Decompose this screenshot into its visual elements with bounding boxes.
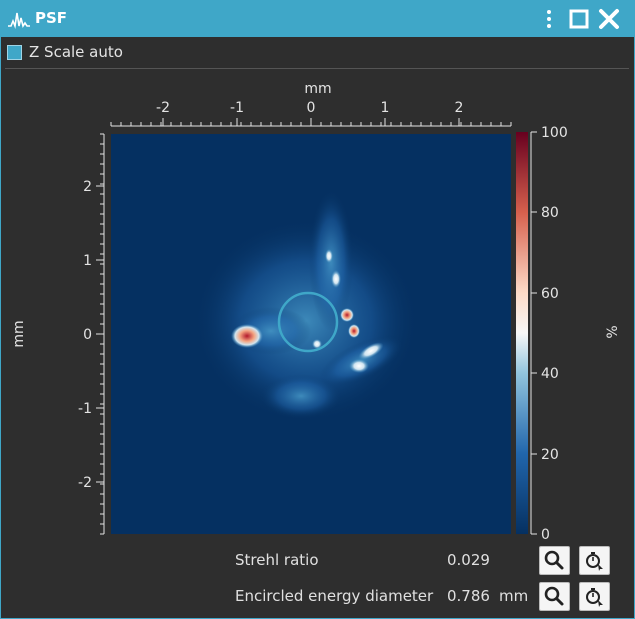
x-tick-label: 1 — [381, 100, 390, 116]
strehl-ratio-label: Strehl ratio — [235, 551, 319, 569]
y-tick-label: 1 — [83, 253, 92, 269]
colorbar — [516, 132, 528, 534]
y-tick-label: 2 — [83, 179, 92, 195]
x-tick-label: -2 — [156, 100, 170, 116]
colorbar-tick-label: 60 — [541, 286, 559, 302]
colorbar-unit-label: % — [605, 325, 621, 338]
colorbar-axis — [530, 131, 537, 535]
title-bar[interactable]: PSF — [1, 1, 634, 37]
strehl-pick-button[interactable] — [579, 546, 610, 575]
psf-icon — [8, 12, 30, 29]
colorbar-tick-label: 20 — [541, 447, 559, 463]
x-tick-label: -1 — [230, 100, 244, 116]
window-title: PSF — [35, 9, 68, 27]
stopwatch-pointer-icon — [586, 588, 603, 607]
colorbar-tick-label: 80 — [541, 205, 559, 221]
zscale-checkbox[interactable] — [7, 45, 22, 60]
y-axis-title: mm — [11, 320, 27, 347]
colorbar-tick-label: 40 — [541, 366, 559, 382]
magnifier-icon — [544, 550, 564, 570]
strehl-zoom-button[interactable] — [539, 546, 570, 575]
colorbar-tick-label: 100 — [541, 125, 568, 141]
y-tick-label: -1 — [78, 401, 92, 417]
close-icon[interactable] — [597, 7, 621, 31]
maximize-icon[interactable] — [567, 7, 591, 31]
zscale-label[interactable]: Z Scale auto — [29, 43, 123, 61]
encircled-zoom-button[interactable] — [539, 582, 570, 611]
encircled-energy-circle — [277, 291, 339, 353]
magnifier-icon — [544, 586, 564, 606]
x-tick-label: 0 — [307, 100, 316, 116]
y-tick-label: -2 — [78, 475, 92, 491]
psf-pattern — [196, 191, 416, 421]
x-tick-label: 2 — [455, 100, 464, 116]
vertical-dots-icon[interactable] — [537, 7, 561, 31]
encircled-energy-unit: mm — [499, 587, 529, 605]
colorbar-tick-label: 0 — [541, 527, 550, 541]
encircled-pick-button[interactable] — [579, 582, 610, 611]
stopwatch-pointer-icon — [586, 552, 603, 571]
encircled-energy-value: 0.786 — [447, 587, 490, 605]
strehl-ratio-value: 0.029 — [447, 551, 490, 569]
x-axis-title: mm — [304, 81, 331, 97]
separator — [5, 68, 629, 69]
encircled-energy-label: Encircled energy diameter — [235, 587, 434, 605]
y-tick-label: 0 — [83, 327, 92, 343]
psf-plot: mm -2 -1 0 1 2 mm 2 1 0 -1 -2 100 80 60 … — [11, 81, 621, 541]
